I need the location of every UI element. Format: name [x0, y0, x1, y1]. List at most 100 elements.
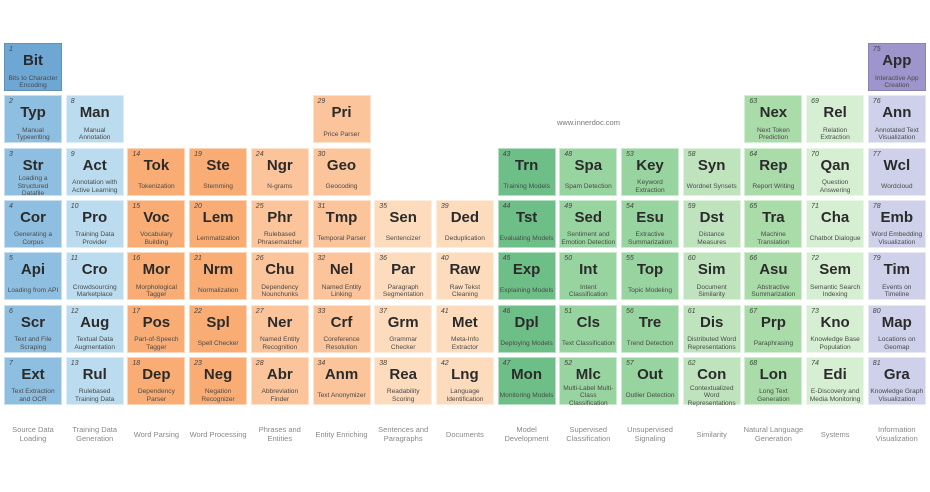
element-name: Abstractive Summarization [751, 283, 796, 299]
element-app[interactable]: 75 App Interactive App Creation [867, 43, 926, 91]
element-number: 10 [70, 202, 79, 210]
element-sed[interactable]: 49 Sed Sentiment and Emotion Detection [559, 199, 618, 248]
element-pos[interactable]: 17 Pos Part-of-Speech Tagger [127, 304, 186, 353]
element-number: 56 [626, 307, 634, 315]
element-kno[interactable]: 73 Kno Knowledge Base Population [806, 304, 865, 353]
element-trn[interactable]: 43 Trn Training Models [497, 147, 556, 196]
element-pro[interactable]: 10 Pro Training Data Provider [65, 199, 124, 248]
element-prp[interactable]: 67 Prp Paraphrasing [744, 304, 803, 353]
element-cro[interactable]: 11 Cro Crowdsourcing Marketplace [65, 252, 124, 301]
element-raw[interactable]: 40 Raw Raw Tekst Cleaning [435, 252, 494, 301]
element-str[interactable]: 3 Str Loading a Structured Datafile [4, 147, 62, 198]
element-rel[interactable]: 69 Rel Relation Extraction [806, 95, 865, 144]
element-name: Keyword Extraction [635, 179, 665, 194]
element-bit[interactable]: 1 Bit Bits to Character Encoding [4, 43, 62, 91]
element-spa[interactable]: 48 Spa Spam Detection [559, 147, 618, 196]
element-mon[interactable]: 47 Mon Monitoring Models [497, 356, 556, 405]
element-man[interactable]: 8 Man Manual Annotation [65, 95, 124, 144]
element-symbol: Bit [23, 52, 43, 69]
element-typ[interactable]: 2 Typ Manual Typewriting [4, 95, 62, 144]
element-name: Loading a Structured Datafile [17, 175, 49, 198]
element-map[interactable]: 80 Map Locations on Geomap [867, 304, 926, 353]
element-top[interactable]: 55 Top Topic Modeling [621, 252, 679, 301]
site-url[interactable]: www.innerdoc.com [557, 118, 620, 127]
element-act[interactable]: 9 Act Annotation with Active Learning [65, 147, 124, 196]
element-abr[interactable]: 28 Abr Abbreviation Finder [250, 356, 309, 405]
element-tst[interactable]: 44 Tst Evaluating Models [497, 199, 556, 248]
element-esu[interactable]: 54 Esu Extractive Summarization [621, 199, 679, 248]
group-label: Training Data Generation [72, 425, 118, 443]
element-phr[interactable]: 25 Phr Rulebased Phrasematcher [250, 199, 309, 248]
element-crf[interactable]: 33 Crf Coreference Resolution [312, 304, 371, 353]
element-number: 43 [502, 150, 511, 158]
element-mor[interactable]: 16 Mor Morphological Tagger [127, 252, 186, 301]
element-sen[interactable]: 35 Sen Sentencizer [374, 199, 433, 248]
element-ner[interactable]: 27 Ner Named Entity Recognition [250, 304, 309, 353]
element-pri[interactable]: 29 Pri Price Parser [312, 95, 371, 144]
element-grm[interactable]: 37 Grm Grammar Checker [374, 304, 433, 353]
element-lng[interactable]: 42 Lng Language Identification [435, 356, 494, 405]
element-anm[interactable]: 34 Anm Text Anonymizer [312, 356, 371, 405]
element-gra[interactable]: 81 Gra Knowledge Graph Visualization [867, 356, 926, 405]
element-out[interactable]: 57 Out Outlier Detection [621, 356, 679, 405]
group-label: Sentences and Paragraphs [378, 425, 429, 443]
element-ded[interactable]: 39 Ded Deduplication [435, 199, 494, 248]
element-chu[interactable]: 26 Chu Dependency Nounchunks [250, 252, 309, 301]
element-tim[interactable]: 79 Tim Events on Timeline [867, 252, 926, 301]
element-neg[interactable]: 23 Neg Negation Recognizer [189, 356, 248, 405]
element-symbol: Nrm [203, 261, 234, 279]
element-voc[interactable]: 15 Voc Vocabulary Building [127, 199, 186, 248]
element-name: Rulebased Training Data [75, 388, 115, 403]
element-geo[interactable]: 30 Geo Geocoding [312, 147, 371, 196]
element-nex[interactable]: 63 Nex Next Token Prediction [744, 95, 803, 144]
element-met[interactable]: 41 Met Meta-Info Extractor [435, 304, 494, 353]
element-asu[interactable]: 66 Asu Abstractive Summarization [744, 252, 803, 301]
element-dis[interactable]: 61 Dis Distributed Word Representations [682, 304, 741, 353]
element-number: 41 [440, 307, 449, 315]
element-ste[interactable]: 19 Ste Stemming [189, 147, 248, 196]
element-number: 37 [379, 307, 387, 315]
element-qan[interactable]: 70 Qan Question Answering [806, 147, 865, 196]
element-wcl[interactable]: 77 Wcl Wordcloud [867, 147, 926, 196]
element-dep[interactable]: 18 Dep Dependency Parser [127, 356, 186, 405]
element-edi[interactable]: 74 Edi E-Discovery and Media Monitoring [806, 356, 865, 405]
element-nrm[interactable]: 21 Nrm Normalization [189, 252, 248, 301]
element-name: Abbreviation Finder [261, 388, 299, 403]
element-sem[interactable]: 72 Sem Semantic Search Indexing [806, 252, 865, 301]
element-cha[interactable]: 71 Cha Chatbot Dialogue [806, 199, 865, 248]
element-scr[interactable]: 6 Scr Text and File Scraping [4, 304, 62, 353]
element-ann[interactable]: 76 Ann Annotated Text Visualization [867, 95, 926, 144]
element-ext[interactable]: 7 Ext Text Extraction and OCR [4, 356, 62, 405]
element-rep[interactable]: 64 Rep Report Writing [744, 147, 803, 196]
element-rul[interactable]: 13 Rul Rulebased Training Data [65, 356, 124, 405]
element-spl[interactable]: 22 Spl Spell Checker [189, 304, 248, 353]
element-name: Machine Translation [757, 231, 790, 246]
element-exp[interactable]: 45 Exp Explaining Models [497, 252, 556, 301]
element-con[interactable]: 62 Con Contextualized Word Representations [682, 356, 741, 407]
element-mlc[interactable]: 52 Mlc Multi-Label Multi-Class Classificat… [559, 356, 618, 407]
element-number: 27 [255, 307, 264, 315]
element-symbol: Tmp [325, 208, 358, 226]
element-lem[interactable]: 20 Lem Lemmatization [189, 199, 248, 248]
element-cls[interactable]: 51 Cls Text Classification [559, 304, 618, 353]
element-key[interactable]: 53 Key Keyword Extraction [621, 147, 679, 196]
element-ngr[interactable]: 24 Ngr N-grams [250, 147, 309, 196]
element-emb[interactable]: 78 Emb Word Embedding Visualization [867, 199, 926, 248]
element-api[interactable]: 5 Api Loading from API [4, 252, 62, 301]
element-rea[interactable]: 38 Rea Readability Scoring [374, 356, 433, 405]
element-sim[interactable]: 60 Sim Document Similarity [682, 252, 741, 301]
element-lon[interactable]: 68 Lon Long Text Generation [744, 356, 803, 405]
element-tra[interactable]: 65 Tra Machine Translation [744, 199, 803, 248]
element-cor[interactable]: 4 Cor Generating a Corpus [4, 199, 62, 248]
element-int[interactable]: 50 Int Intent Classification [559, 252, 618, 301]
element-nel[interactable]: 32 Nel Named Entity Linking [312, 252, 371, 301]
element-dpl[interactable]: 46 Dpl Deploying Models [497, 304, 556, 353]
element-aug[interactable]: 12 Aug Textual Data Augmentation [65, 304, 124, 353]
element-syn[interactable]: 58 Syn Wordnet Synsets [682, 147, 741, 196]
element-dst[interactable]: 59 Dst Distance Measures [682, 199, 741, 248]
element-tre[interactable]: 56 Tre Trend Detection [621, 304, 679, 353]
element-tok[interactable]: 14 Tok Tokenization [127, 147, 186, 196]
element-tmp[interactable]: 31 Tmp Temporal Parser [312, 199, 371, 248]
element-par[interactable]: 36 Par Paragraph Segmentation [374, 252, 433, 301]
element-number: 54 [626, 202, 634, 210]
